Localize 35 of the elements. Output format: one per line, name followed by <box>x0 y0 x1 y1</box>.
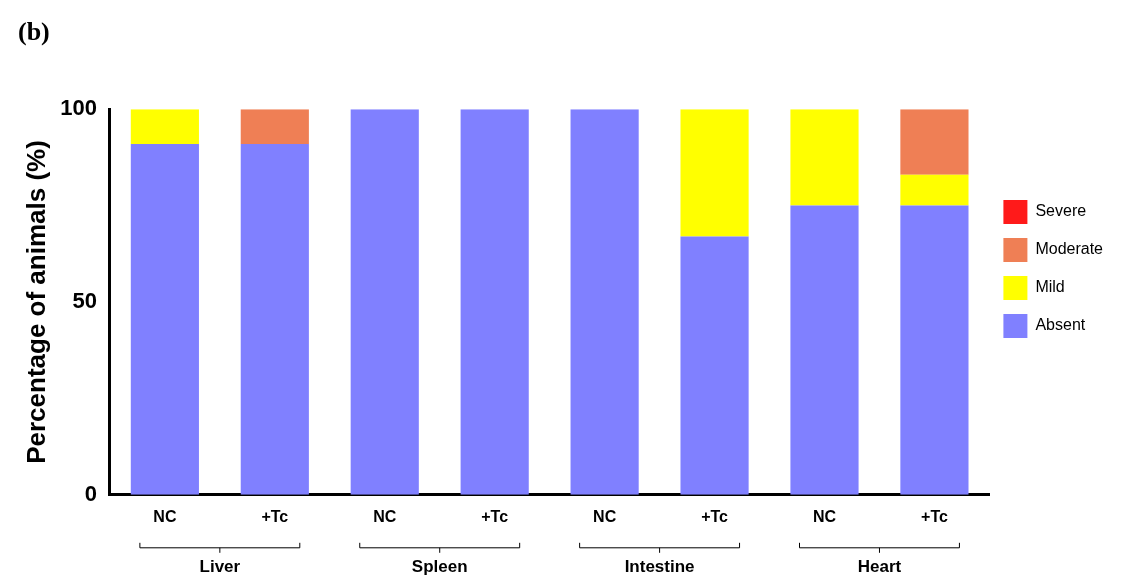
text: Spleen <box>411 556 468 576</box>
x-tick-label: NC <box>153 507 177 525</box>
x-tick-label: +Tc <box>921 507 948 525</box>
legend-label: Absent <box>1035 316 1086 334</box>
bar <box>350 109 419 495</box>
text: Liver <box>199 556 241 576</box>
bar <box>570 109 639 495</box>
bar <box>900 109 969 175</box>
x-tick-label: +Tc <box>701 507 729 525</box>
bar <box>240 109 309 144</box>
bar <box>900 174 969 206</box>
bar <box>240 143 309 495</box>
y-axis-title: Percentage of animals (%) <box>20 140 51 464</box>
y-tick-label: 50 <box>72 288 97 314</box>
bar <box>900 205 969 495</box>
legend-label: Severe <box>1035 202 1087 220</box>
x-tick-label: NC <box>593 507 617 525</box>
bar <box>130 109 199 144</box>
bar <box>680 236 749 495</box>
x-tick-label: NC <box>812 507 837 525</box>
bar <box>130 143 199 495</box>
y-tick-label: 100 <box>60 95 97 121</box>
bar <box>680 109 749 237</box>
x-tick-label: NC <box>373 507 397 525</box>
text: Intestine <box>624 556 695 576</box>
bar <box>790 109 859 206</box>
y-tick-label: 0 <box>84 480 97 506</box>
text: Heart <box>857 556 902 576</box>
chart-title: (b) <box>18 17 50 47</box>
legend-label: Moderate <box>1035 240 1104 258</box>
bar <box>460 109 529 495</box>
x-tick-label: +Tc <box>481 507 509 525</box>
x-tick-label: +Tc <box>261 507 289 525</box>
legend-label: Mild <box>1035 278 1065 296</box>
bar <box>790 205 859 495</box>
